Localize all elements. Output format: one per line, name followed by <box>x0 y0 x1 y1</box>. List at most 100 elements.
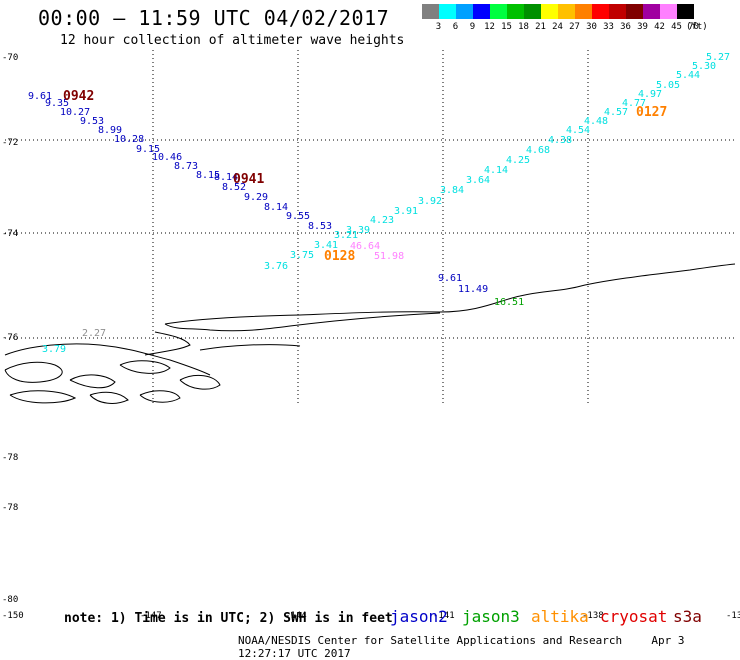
map-subtitle: 12 hour collection of altimeter wave hei… <box>60 33 405 48</box>
latitude-label: -80 <box>2 595 18 605</box>
coastline-segment <box>164 263 736 325</box>
wave-height-label: 9.61 <box>28 91 52 102</box>
wave-height-label: 3.79 <box>42 344 66 355</box>
wave-height-label: 8.14 <box>264 202 288 213</box>
credit-text: NOAA/NESDIS Center for Satellite Applica… <box>238 634 623 647</box>
wave-height-legend: 3 6 9 12 15 18 21 24 27 30 33 36 39 42 45 70 (ft) <box>422 4 708 33</box>
coastline-segment <box>9 390 77 404</box>
legend-label: 15 <box>501 22 512 32</box>
wave-height-label: 4.48 <box>584 116 608 127</box>
wave-height-label: 46.64 <box>350 241 380 252</box>
pass-time-label: 0941 <box>233 172 264 187</box>
wave-height-label: 9.15 <box>136 144 160 155</box>
wave-height-label: 10.28 <box>114 134 144 145</box>
wave-height-label: 3.64 <box>466 175 490 186</box>
wave-height-label: 9.29 <box>244 192 268 203</box>
footer-note: note: 1) Time is in UTC; 2) SWH is in fe… <box>64 611 393 626</box>
coastline-segment <box>139 390 181 403</box>
wave-height-label: 4.77 <box>622 98 646 109</box>
wave-height-label: 10.27 <box>60 107 90 118</box>
legend-swatch <box>439 4 456 19</box>
wave-height-label: 11.49 <box>458 284 488 295</box>
wave-height-label: 5.05 <box>656 80 680 91</box>
axis-labels: -70 -72 -74 -76 -78 -78 -80 -150 -147 -144 -141 -13… <box>2 53 740 621</box>
wave-height-label: 51.98 <box>374 251 404 262</box>
latitude-label: -74 <box>2 229 18 239</box>
latitude-label: -72 <box>2 138 18 148</box>
legend-swatch <box>541 4 558 19</box>
legend-label: 12 <box>484 22 495 32</box>
legend-label: 36 <box>620 22 631 32</box>
legend-label: 27 <box>569 22 580 32</box>
satellite-label: altika <box>531 607 589 626</box>
legend-label: 3 <box>435 22 442 32</box>
wave-height-label: 4.38 <box>548 135 572 146</box>
wave-height-label: 8.73 <box>174 161 198 172</box>
pass-time-label: 0128 <box>324 249 355 264</box>
satellite-label: cryosat <box>600 607 668 626</box>
coastline-segment <box>164 312 441 332</box>
latitude-label: -76 <box>2 333 18 343</box>
legend-label: 24 <box>552 22 563 32</box>
wave-height-label: 4.54 <box>566 125 590 136</box>
legend-label: 18 <box>518 22 529 32</box>
wave-height-label: 10.46 <box>152 152 182 163</box>
legend-swatch <box>592 4 609 19</box>
legend-swatch <box>626 4 643 19</box>
longitude-label: -150 <box>2 611 24 621</box>
coastline-segment <box>4 361 63 383</box>
legend-swatch <box>490 4 507 19</box>
wave-height-label: 4.23 <box>370 215 394 226</box>
wave-height-label: 2.27 <box>82 328 106 339</box>
wave-height-label: 8.53 <box>308 221 332 232</box>
legend-swatches <box>422 4 694 19</box>
latitude-label: -78 <box>2 453 18 463</box>
longitude-label: -141 <box>433 611 455 621</box>
coastline-segment <box>4 343 211 376</box>
legend-swatch <box>473 4 490 19</box>
wave-height-label: 9.35 <box>45 98 69 109</box>
legend-label: 39 <box>637 22 648 32</box>
wave-height-label: 4.57 <box>604 107 628 118</box>
wave-height-label: 4.97 <box>638 89 662 100</box>
lat-lon-grid <box>5 50 735 405</box>
wave-height-label: 5.44 <box>676 70 700 81</box>
longitude-label: -138 <box>582 611 604 621</box>
wave-height-label: 8.52 <box>222 182 246 193</box>
wave-height-label: 8.99 <box>98 125 122 136</box>
coastline-segment <box>144 331 191 356</box>
wave-height-label: 3.75 <box>290 250 314 261</box>
legend-swatch <box>643 4 660 19</box>
pass-time-label: 0942 <box>63 89 94 104</box>
legend-label: 45 <box>671 22 682 32</box>
legend-label: 42 <box>654 22 665 32</box>
legend-swatch <box>524 4 541 19</box>
legend-swatch <box>609 4 626 19</box>
wave-height-label: 8.15 <box>196 170 220 181</box>
legend-label: 9 <box>469 22 476 32</box>
wave-height-label: 3.21 <box>334 230 358 241</box>
satellite-label: jason3 <box>462 607 520 626</box>
pass-time-label: 0127 <box>636 105 667 120</box>
legend-swatch <box>456 4 473 19</box>
altimeter-tracks: 9.619.3510.279.538.9910.289.1510.468.738… <box>28 52 730 355</box>
map-title: 00:00 – 11:59 UTC 04/02/2017 <box>38 6 390 30</box>
coastline-segment <box>89 391 129 404</box>
wave-height-label: 4.14 <box>484 165 508 176</box>
latitude-label: -70 <box>2 53 18 63</box>
legend-label: 33 <box>603 22 614 32</box>
wave-height-label: 9.61 <box>438 273 462 284</box>
legend-label: 21 <box>535 22 546 32</box>
wave-height-label: 4.68 <box>526 145 550 156</box>
legend-label: 6 <box>452 22 459 32</box>
wave-height-label: 8.14 <box>214 172 238 183</box>
legend-labels: 3 6 9 12 15 18 21 24 27 30 33 36 39 42 45 70 (ft) <box>422 19 708 33</box>
legend-swatch <box>677 4 694 19</box>
wave-height-label: 3.91 <box>394 206 418 217</box>
legend-unit: (ft) <box>686 22 708 32</box>
legend-label: 70 <box>688 22 699 32</box>
wave-height-label: 3.92 <box>418 196 442 207</box>
legend-swatch <box>507 4 524 19</box>
